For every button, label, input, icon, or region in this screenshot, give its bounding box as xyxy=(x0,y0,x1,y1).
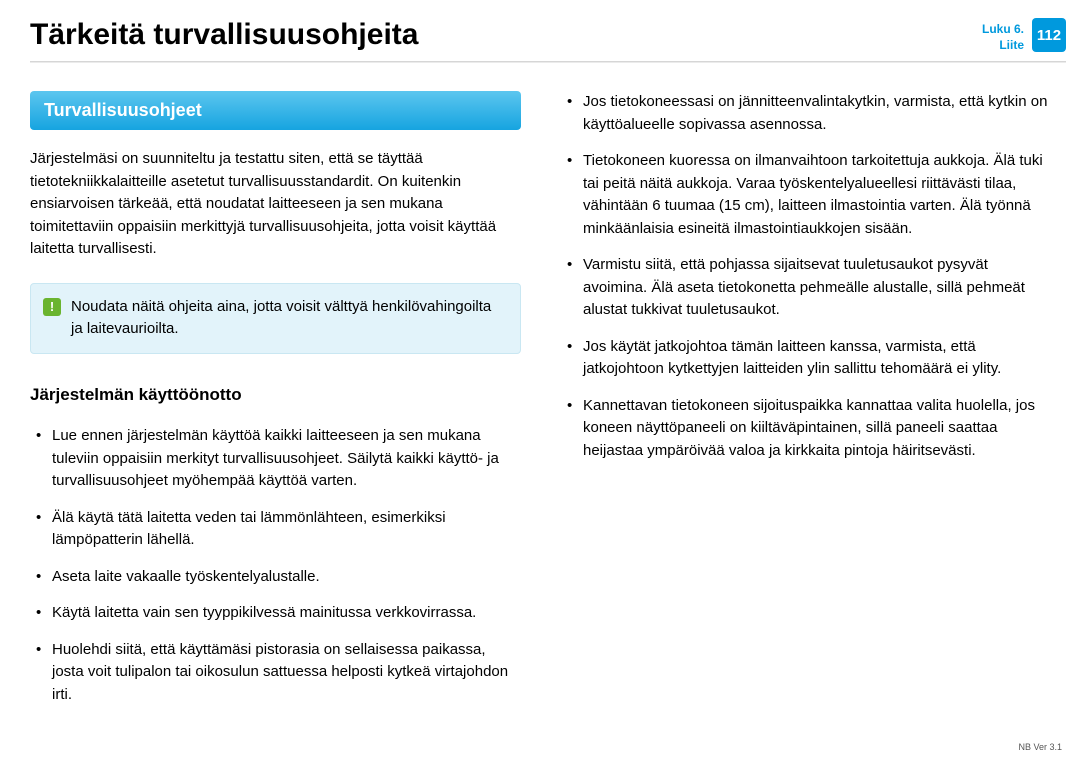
list-item: Tietokoneen kuoressa on ilmanvaihtoon ta… xyxy=(561,150,1052,240)
list-item: Aseta laite vakaalle työskentelyalustall… xyxy=(30,566,521,589)
right-bullet-list: Jos tietokoneessasi on jännitteenvalinta… xyxy=(561,91,1052,462)
warning-callout: ! Noudata näitä ohjeita aina, jotta vois… xyxy=(30,283,521,354)
section-header: Turvallisuusohjeet xyxy=(30,91,521,130)
chapter-label: Luku 6. Liite xyxy=(982,18,1024,53)
list-item: Varmistu siitä, että pohjassa sijaitseva… xyxy=(561,254,1052,322)
left-bullet-list: Lue ennen järjestelmän käyttöä kaikki la… xyxy=(30,425,521,706)
list-item: Jos tietokoneessasi on jännitteenvalinta… xyxy=(561,91,1052,136)
page-header: Tärkeitä turvallisuusohjeita Luku 6. Lii… xyxy=(0,0,1080,53)
list-item: Jos käytät jatkojohtoa tämän laitteen ka… xyxy=(561,336,1052,381)
page-title: Tärkeitä turvallisuusohjeita xyxy=(30,18,418,52)
content-area: Turvallisuusohjeet Järjestelmäsi on suun… xyxy=(0,63,1080,720)
list-item: Huolehdi siitä, että käyttämäsi pistoras… xyxy=(30,639,521,707)
list-item: Älä käytä tätä laitetta veden tai lämmön… xyxy=(30,507,521,552)
list-item: Lue ennen järjestelmän käyttöä kaikki la… xyxy=(30,425,521,493)
warning-icon: ! xyxy=(43,298,61,316)
list-item: Käytä laitetta vain sen tyyppikilvessä m… xyxy=(30,602,521,625)
list-item: Kannettavan tietokoneen sijoituspaikka k… xyxy=(561,395,1052,463)
chapter-line1: Luku 6. xyxy=(982,22,1024,38)
left-column: Turvallisuusohjeet Järjestelmäsi on suun… xyxy=(30,91,521,720)
header-meta: Luku 6. Liite 112 xyxy=(982,18,1080,53)
callout-text: Noudata näitä ohjeita aina, jotta voisit… xyxy=(71,296,506,341)
right-column: Jos tietokoneessasi on jännitteenvalinta… xyxy=(561,91,1052,720)
intro-paragraph: Järjestelmäsi on suunniteltu ja testattu… xyxy=(30,148,521,261)
footer-version: NB Ver 3.1 xyxy=(1018,742,1062,752)
page-number-badge: 112 xyxy=(1032,18,1066,52)
chapter-line2: Liite xyxy=(982,38,1024,54)
subheader: Järjestelmän käyttöönotto xyxy=(30,382,521,408)
